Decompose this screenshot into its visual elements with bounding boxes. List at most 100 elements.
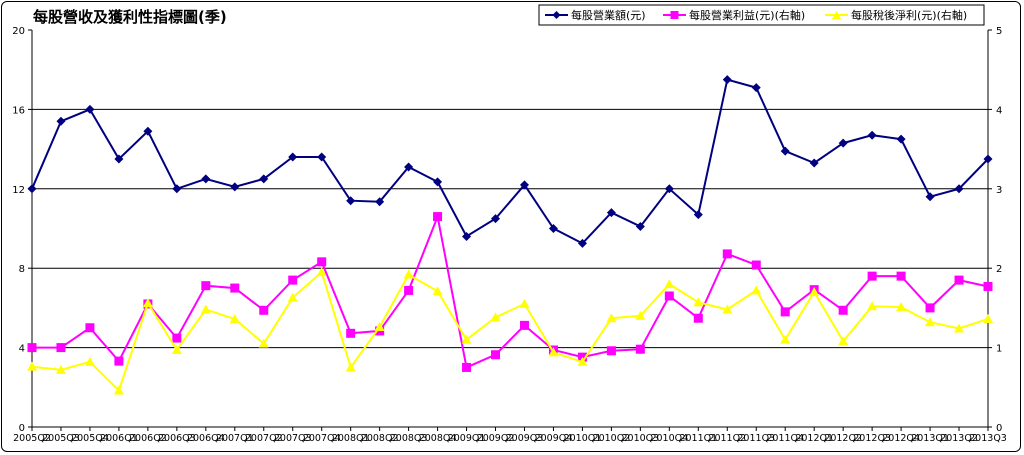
x-tick-label: 2010Q4 [650,433,688,444]
data-point [954,184,964,194]
x-tick-label: 2008Q3 [390,433,428,444]
data-point [722,249,732,259]
data-point [259,305,269,315]
x-tick-label: 2013Q1 [911,433,949,444]
y-right-tick-label: 5 [996,26,1002,37]
data-point [751,260,761,270]
data-point [56,343,66,353]
data-point [462,362,472,372]
data-point [867,271,877,281]
legend-box [538,4,985,26]
data-point [867,301,878,311]
data-point [780,334,791,344]
data-point [113,385,124,395]
data-point [954,323,965,333]
data-point [288,152,298,162]
y-right-tick-label: 3 [996,185,1002,196]
data-point [548,347,559,357]
data-point [143,126,153,136]
chart-title: 每股營收及獲利性指標圖(季) [33,8,227,26]
x-tick-label: 2006Q3 [158,433,196,444]
legend-label-revenue: 每股營業額(元) [571,8,646,22]
x-tick-label: 2008Q4 [419,433,457,444]
y-left-tick-label: 4 [19,344,25,355]
data-point [954,275,964,285]
data-point [896,271,906,281]
data-point [983,314,993,324]
data-point [27,361,37,371]
grid-layer [32,108,988,349]
legend-marker-net-income [832,11,841,19]
x-tick-label: 2005Q4 [71,433,109,444]
data-point [288,275,298,285]
series-line [31,270,989,393]
data-point [983,154,993,164]
legend-item-operating-income: 每股營業利益(元)(右軸) [663,8,805,22]
x-tick-label: 2007Q4 [303,433,341,444]
data-point [55,364,66,374]
data-point [317,152,327,162]
x-tick-label: 2010Q3 [622,433,660,444]
data-point [838,336,849,346]
x-tick-label: 2012Q2 [824,433,862,444]
data-point [172,184,182,194]
x-tick-label: 2007Q3 [274,433,312,444]
data-point [56,116,66,126]
x-tick-label: 2009Q3 [506,433,544,444]
data-point [838,138,848,148]
data-point [346,328,356,338]
data-point [519,298,530,308]
data-point [693,313,703,323]
x-tick-label: 2008Q1 [332,433,370,444]
data-point [259,174,269,184]
data-point [27,343,37,353]
y-left-tick-label: 20 [12,26,25,37]
data-point [375,197,385,207]
series-2 [27,267,993,395]
data-point [491,350,501,360]
y-left-tick-label: 0 [19,423,25,434]
data-point [635,222,645,232]
data-point [722,304,733,314]
x-tick-label: 2010Q2 [593,433,631,444]
data-point [635,310,646,320]
data-point [229,314,240,324]
data-point [230,283,240,293]
x-tick-label: 2008Q2 [361,433,399,444]
data-point [983,281,993,291]
data-point [258,338,269,348]
data-point [433,177,443,187]
data-point [809,158,819,168]
x-tick-label: 2013Q3 [969,433,1007,444]
data-point [172,333,182,343]
y-left-tick-label: 16 [12,105,25,116]
data-point [606,313,617,323]
data-point [780,307,790,317]
legend-marker-revenue [552,11,561,19]
data-point [751,285,762,295]
data-point [838,305,848,315]
x-tick-label: 2009Q2 [477,433,515,444]
x-tick-label: 2011Q3 [737,433,775,444]
series-line [31,78,989,245]
data-point [693,297,704,307]
data-point [84,356,95,366]
legend-label-net-income: 每股稅後淨利(元)(右軸) [851,8,967,22]
data-point [85,104,95,114]
x-tick-label: 2012Q4 [882,433,920,444]
legend: 每股營業額(元) 每股營業利益(元)(右軸) 每股稅後淨利(元)(右軸) [538,4,985,26]
data-point [751,83,761,93]
data-point [693,210,703,220]
y-right-tick-label: 0 [996,423,1002,434]
legend-item-net-income: 每股稅後淨利(元)(右軸) [825,8,967,22]
axis-layer: 0481216200123452005Q22005Q32005Q42006Q12… [12,26,1007,444]
y-right-tick-label: 1 [996,344,1002,355]
data-point [490,312,501,322]
data-point [664,291,674,301]
data-point [345,362,356,372]
x-tick-label: 2011Q2 [708,433,746,444]
series-0 [27,75,993,248]
x-tick-label: 2009Q4 [535,433,573,444]
data-point [606,346,616,356]
x-tick-label: 2012Q3 [853,433,891,444]
